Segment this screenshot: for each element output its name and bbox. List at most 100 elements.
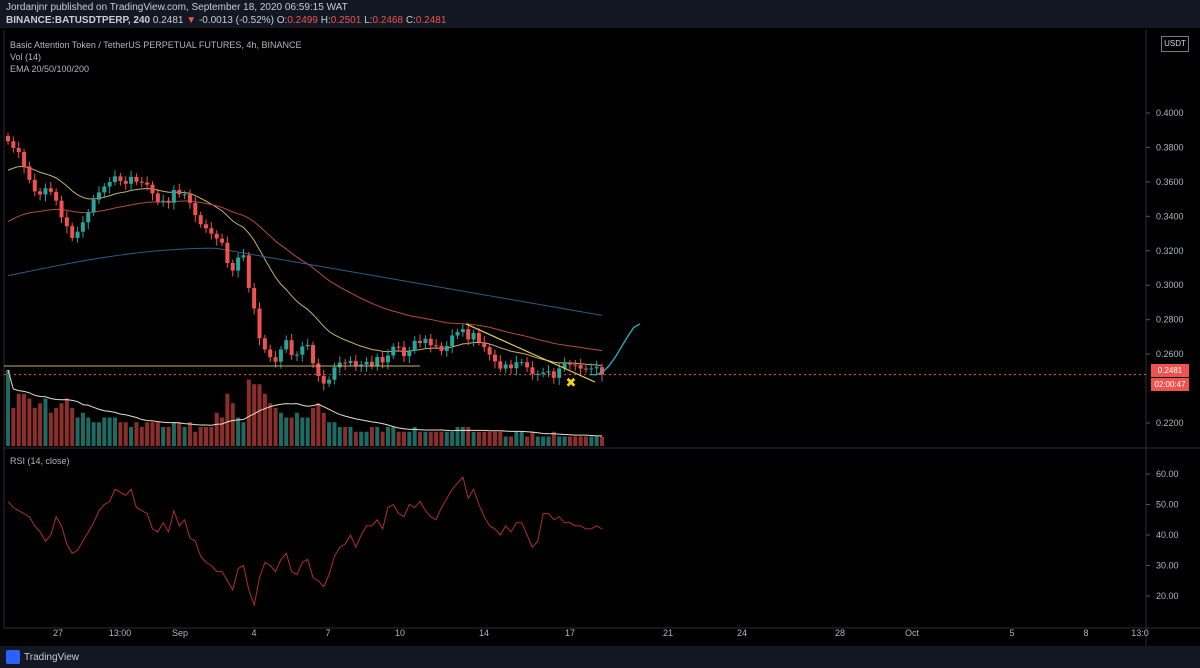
candle-body	[321, 375, 326, 384]
candle-body	[113, 176, 118, 183]
volume-bar	[551, 431, 556, 446]
rsi-line	[7, 476, 603, 608]
volume-bar	[161, 427, 166, 446]
volume-bar	[439, 431, 444, 446]
candle-body	[300, 346, 305, 355]
candle-body	[236, 257, 241, 271]
candle-body	[182, 194, 187, 196]
time-tick-label: 7	[325, 628, 330, 638]
volume-bar	[375, 427, 380, 446]
candle-body	[343, 362, 348, 364]
volume-bar	[252, 384, 257, 446]
down-arrow-icon: ▼	[186, 15, 197, 26]
candle-body	[225, 242, 230, 264]
volume-bar	[332, 422, 337, 446]
volume-bar	[492, 431, 497, 446]
candle-body	[209, 228, 214, 234]
symbol-label: BINANCE:BATUSDTPERP, 240	[6, 15, 151, 26]
candle-body	[32, 179, 37, 192]
volume-bar	[541, 436, 546, 446]
candle-body	[332, 367, 337, 380]
candle-body	[118, 176, 123, 182]
chart-title[interactable]: Basic Attention Token / TetherUS PERPETU…	[10, 40, 302, 50]
rsi-legend[interactable]: RSI (14, close)	[10, 456, 70, 466]
candle-body	[600, 367, 604, 375]
price-tick-label: 0.3200	[1156, 246, 1184, 256]
volume-bar	[209, 427, 214, 446]
volume-bar	[557, 436, 562, 446]
high-value: 0.2501	[330, 15, 362, 26]
candle-body	[252, 287, 257, 309]
candle-body	[546, 371, 551, 373]
candle-body	[27, 166, 32, 180]
volume-bar	[145, 422, 150, 446]
volume-legend[interactable]: Vol (14)	[10, 52, 42, 62]
volume-bar	[327, 422, 332, 446]
rsi-tick-label: 20.00	[1156, 591, 1179, 601]
time-tick-label: 5	[1009, 628, 1014, 638]
candle-body	[476, 332, 481, 343]
candle-body	[519, 362, 524, 364]
volume-bar	[535, 436, 540, 446]
volume-bar	[423, 431, 428, 446]
candle-body	[471, 332, 476, 340]
low-value: 0.2468	[372, 15, 404, 26]
volume-bar	[278, 412, 283, 446]
candle-body	[284, 340, 289, 350]
candle-body	[541, 372, 546, 374]
candle-body	[150, 184, 155, 194]
currency-button[interactable]: USDT	[1161, 36, 1189, 52]
candle-body	[187, 194, 192, 203]
candle-body	[359, 364, 364, 367]
volume-bar	[471, 431, 476, 446]
volume-bar	[268, 403, 273, 446]
candle-body	[145, 182, 150, 185]
brand-label: TradingView	[24, 651, 80, 663]
candle-body	[129, 176, 134, 184]
volume-bar	[369, 427, 374, 446]
trend-line	[465, 323, 596, 383]
volume-bar	[434, 431, 439, 446]
volume-bar	[75, 417, 80, 446]
candle-body	[509, 364, 514, 369]
candle-body	[391, 346, 396, 356]
candle-body	[161, 200, 166, 202]
volume-bar	[316, 403, 321, 446]
volume-bar	[273, 408, 278, 446]
candle-body	[348, 361, 353, 364]
candle-body	[241, 255, 246, 258]
candle-body	[311, 344, 316, 364]
candle-body	[428, 338, 433, 346]
ema-legend[interactable]: EMA 20/50/100/200	[10, 64, 90, 74]
candle-body	[369, 361, 374, 366]
volume-bar	[214, 412, 219, 446]
rsi-tick-label: 50.00	[1156, 500, 1179, 510]
time-tick-label: 17	[565, 628, 575, 638]
candle-body	[316, 363, 321, 376]
candle-body	[268, 349, 273, 358]
time-tick-label: 10	[395, 628, 405, 638]
time-tick-label: 13:0	[1131, 628, 1149, 638]
volume-bar	[600, 436, 604, 446]
volume-bar	[418, 431, 423, 446]
volume-bar	[530, 431, 535, 446]
candle-body	[11, 141, 16, 148]
candle-body	[530, 367, 535, 374]
candle-body	[402, 347, 406, 357]
candle-body	[96, 192, 101, 200]
volume-bar	[444, 431, 449, 446]
candle-body	[38, 191, 43, 195]
projection-path	[589, 323, 641, 376]
volume-bar	[385, 427, 390, 446]
candle-body	[487, 347, 492, 355]
volume-bar	[455, 427, 460, 446]
tradingview-logo[interactable]: TradingView	[6, 650, 79, 664]
rsi-tick-label: 30.00	[1156, 561, 1179, 571]
price-tick-label: 0.3000	[1156, 280, 1184, 290]
candle-body	[59, 200, 64, 218]
volume-bar	[150, 422, 155, 446]
low-label: L:	[364, 15, 373, 26]
volume-bar	[257, 384, 262, 446]
volume-bar	[166, 427, 171, 446]
